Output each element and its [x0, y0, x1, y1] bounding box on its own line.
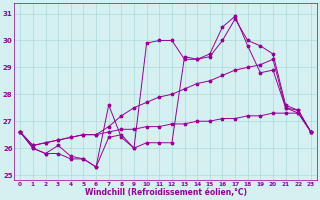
X-axis label: Windchill (Refroidissement éolien,°C): Windchill (Refroidissement éolien,°C) — [84, 188, 247, 197]
